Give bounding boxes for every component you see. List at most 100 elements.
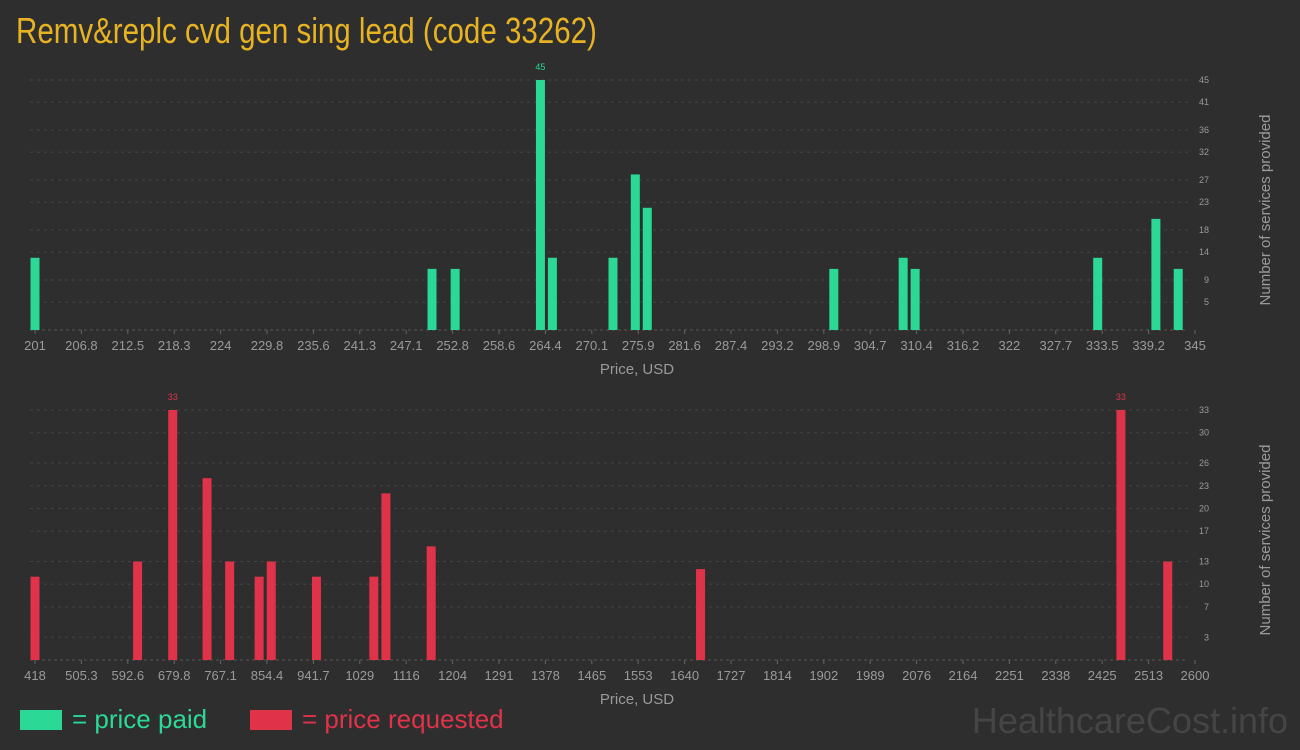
legend-requested-label: = price requested <box>302 704 504 734</box>
requested-x-tick-label: 1989 <box>856 668 885 683</box>
requested-bar <box>311 576 321 660</box>
paid-y-tick-label: 41 <box>1199 97 1209 107</box>
paid-x-axis-label: Price, USD <box>600 361 674 378</box>
paid-x-tick-label: 224 <box>210 338 232 353</box>
paid-x-tick-label: 333.5 <box>1086 338 1119 353</box>
requested-y-tick-label: 13 <box>1199 557 1209 567</box>
paid-bar <box>898 257 908 330</box>
requested-x-tick-label: 1029 <box>345 668 374 683</box>
paid-x-tick-label: 322 <box>999 338 1021 353</box>
paid-x-tick-label: 247.1 <box>390 338 423 353</box>
requested-x-tick-label: 1553 <box>624 668 653 683</box>
requested-x-tick-label: 1465 <box>577 668 606 683</box>
paid-bar <box>30 257 40 330</box>
requested-y-tick-label: 7 <box>1204 602 1209 612</box>
requested-bar <box>381 493 391 660</box>
paid-x-tick-label: 316.2 <box>947 338 980 353</box>
requested-x-tick-label: 1814 <box>763 668 792 683</box>
requested-x-tick-label: 767.1 <box>204 668 237 683</box>
requested-x-tick-label: 1116 <box>393 668 420 683</box>
paid-x-tick-label: 201 <box>24 338 46 353</box>
legend-requested: = price requested <box>250 704 504 735</box>
paid-y-tick-label: 9 <box>1204 275 1209 285</box>
watermark: HealthcareCost.info <box>971 700 1288 741</box>
requested-data-label: 33 <box>168 392 178 402</box>
requested-y-tick-label: 17 <box>1199 526 1209 536</box>
requested-bar <box>1116 410 1126 660</box>
paid-x-tick-label: 264.4 <box>529 338 562 353</box>
requested-x-tick-label: 1727 <box>717 668 746 683</box>
requested-y-axis-label: Number of services provided <box>1257 445 1274 636</box>
paid-y-tick-label: 36 <box>1199 125 1209 135</box>
requested-bar <box>1163 561 1173 660</box>
requested-bar <box>225 561 235 660</box>
paid-x-tick-label: 275.9 <box>622 338 655 353</box>
legend-requested-swatch <box>250 709 292 730</box>
paid-x-tick-label: 206.8 <box>65 338 98 353</box>
requested-x-tick-label: 418 <box>24 668 46 683</box>
paid-x-tick-label: 212.5 <box>112 338 145 353</box>
requested-x-tick-label: 1378 <box>531 668 560 683</box>
requested-x-tick-label: 854.4 <box>251 668 284 683</box>
paid-bar <box>450 268 460 330</box>
requested-chart: 3 7 10 13 17 20 23 26 30 33 33 33 418 505.3 592.6 679.8… <box>24 392 1274 708</box>
paid-y-tick-label: 5 <box>1204 297 1209 307</box>
requested-y-tick-label: 23 <box>1199 481 1209 491</box>
paid-x-tick-label: 235.6 <box>297 338 330 353</box>
chart-title: Remv&replc cvd gen sing lead (code 33262… <box>16 10 597 51</box>
requested-bar <box>30 576 40 660</box>
requested-x-tick-label: 2513 <box>1134 668 1163 683</box>
legend-paid-swatch <box>20 709 62 730</box>
requested-x-tick-label: 505.3 <box>65 668 98 683</box>
requested-bar <box>133 561 143 660</box>
paid-bar <box>535 80 545 330</box>
requested-bar <box>254 576 264 660</box>
paid-x-tick-label: 252.8 <box>436 338 469 353</box>
legend-paid: = price paid <box>20 704 207 735</box>
requested-x-tick-label: 2076 <box>902 668 931 683</box>
paid-bar <box>547 257 557 330</box>
paid-x-tick-label: 229.8 <box>251 338 284 353</box>
paid-data-label: 45 <box>535 62 545 72</box>
paid-y-tick-label: 14 <box>1199 247 1209 257</box>
requested-y-tick-label: 26 <box>1199 458 1209 468</box>
paid-chart: 5 9 14 18 23 27 32 36 41 45 45 201 206.8 212.5 218.3 22… <box>24 62 1274 378</box>
paid-bar <box>642 207 652 330</box>
requested-x-tick-label: 592.6 <box>112 668 145 683</box>
requested-y-tick-label: 33 <box>1199 405 1209 415</box>
paid-x-tick-label: 293.2 <box>761 338 794 353</box>
requested-x-tick-label: 679.8 <box>158 668 191 683</box>
requested-bar <box>202 478 212 660</box>
requested-x-tick-label: 941.7 <box>297 668 330 683</box>
paid-x-tick-label: 258.6 <box>483 338 516 353</box>
paid-y-tick-label: 23 <box>1199 197 1209 207</box>
paid-y-tick-label: 27 <box>1199 175 1209 185</box>
requested-bar <box>696 569 706 660</box>
requested-x-tick-label: 2425 <box>1088 668 1117 683</box>
requested-x-tick-label: 1291 <box>485 668 514 683</box>
legend-paid-label: = price paid <box>72 704 208 734</box>
paid-y-tick-label: 32 <box>1199 147 1209 157</box>
requested-bar <box>168 410 178 660</box>
paid-y-tick-label: 18 <box>1199 225 1209 235</box>
requested-y-tick-label: 20 <box>1199 503 1209 513</box>
paid-bar <box>1093 257 1103 330</box>
requested-bar <box>266 561 276 660</box>
paid-x-tick-label: 304.7 <box>854 338 887 353</box>
requested-y-tick-label: 30 <box>1199 428 1209 438</box>
requested-y-tick-label: 3 <box>1204 632 1209 642</box>
paid-x-tick-label: 298.9 <box>808 338 841 353</box>
paid-bar <box>829 268 839 330</box>
paid-x-tick-label: 345 <box>1184 338 1206 353</box>
paid-x-tick-label: 270.1 <box>576 338 609 353</box>
paid-x-tick-label: 310.4 <box>900 338 933 353</box>
requested-data-label: 33 <box>1116 392 1126 402</box>
requested-x-tick-label: 2338 <box>1041 668 1070 683</box>
requested-x-tick-label: 2164 <box>949 668 978 683</box>
paid-x-tick-label: 241.3 <box>344 338 377 353</box>
paid-bar <box>630 174 640 330</box>
paid-bar <box>910 268 920 330</box>
requested-bar <box>369 576 379 660</box>
paid-bar <box>427 268 437 330</box>
